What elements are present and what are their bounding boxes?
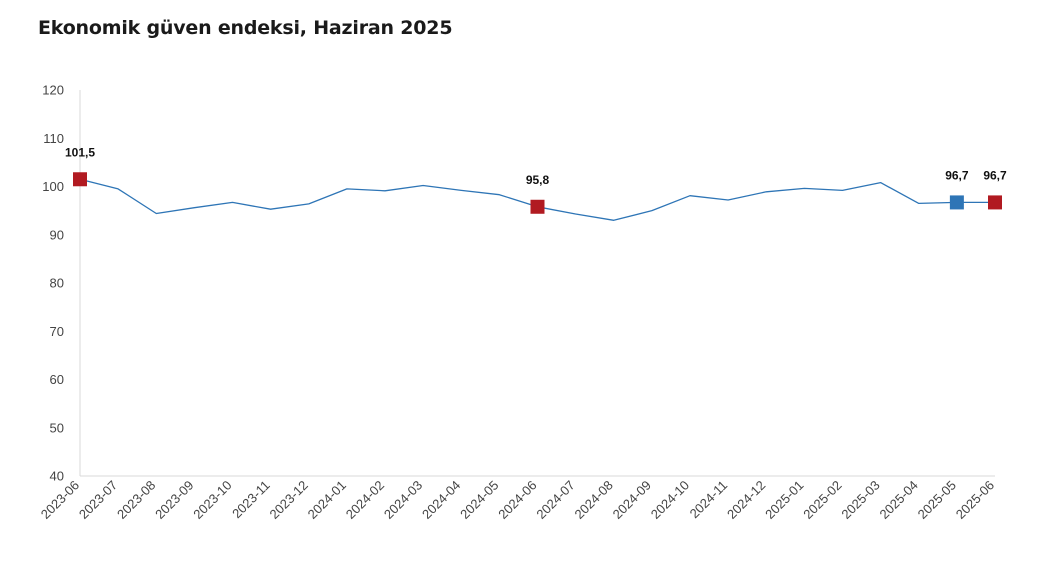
x-axis: 2023-062023-072023-082023-092023-102023-… xyxy=(38,475,997,522)
x-tick-label: 2024-05 xyxy=(457,478,501,522)
x-tick-label: 2024-03 xyxy=(381,478,425,522)
x-tick-label: 2025-01 xyxy=(762,478,806,522)
y-tick-label: 120 xyxy=(42,83,64,98)
x-tick-label: 2023-10 xyxy=(190,478,234,522)
x-tick-label: 2025-06 xyxy=(953,478,997,522)
data-point-marker xyxy=(988,195,1002,210)
data-point-marker xyxy=(530,199,545,214)
x-tick-label: 2023-11 xyxy=(229,478,273,522)
data-label: 95,8 xyxy=(526,173,550,187)
x-tick-label: 2023-07 xyxy=(76,478,120,522)
x-tick-label: 2025-02 xyxy=(800,478,844,522)
x-tick-label: 2024-07 xyxy=(533,478,577,522)
x-tick-label: 2024-08 xyxy=(572,478,616,522)
marker-layer: 101,5 95,8 96,7 96,7 xyxy=(65,145,1007,214)
chart-title: Ekonomik güven endeksi, Haziran 2025 xyxy=(38,17,453,39)
x-tick-label: 2025-05 xyxy=(915,478,959,522)
y-tick-label: 80 xyxy=(50,276,64,291)
y-tick-label: 100 xyxy=(42,179,64,194)
x-tick-label: 2025-04 xyxy=(877,478,921,522)
y-axis: 40 50 60 70 80 90 100 110 120 xyxy=(42,83,81,484)
x-tick-label: 2023-08 xyxy=(114,478,158,522)
x-tick-label: 2024-09 xyxy=(610,478,654,522)
x-tick-label: 2024-01 xyxy=(305,478,349,522)
y-tick-label: 70 xyxy=(50,324,64,339)
data-label: 96,7 xyxy=(945,168,969,182)
y-tick-label: 40 xyxy=(50,469,64,484)
x-tick-label: 2023-06 xyxy=(38,478,82,522)
x-tick-label: 2024-04 xyxy=(419,478,463,522)
data-point-marker xyxy=(949,195,964,210)
x-tick-label: 2025-03 xyxy=(838,478,882,522)
y-tick-label: 60 xyxy=(50,372,64,387)
y-tick-label: 110 xyxy=(43,131,64,146)
y-tick-label: 90 xyxy=(50,227,64,242)
data-label: 101,5 xyxy=(65,145,95,159)
x-tick-label: 2023-12 xyxy=(267,478,311,522)
data-point-marker xyxy=(73,172,87,187)
x-tick-label: 2023-09 xyxy=(152,478,196,522)
y-tick-label: 50 xyxy=(50,420,64,435)
x-tick-label: 2024-12 xyxy=(724,478,768,522)
x-tick-label: 2024-06 xyxy=(495,478,539,522)
x-tick-label: 2024-11 xyxy=(687,478,731,522)
x-tick-label: 2024-10 xyxy=(648,478,692,522)
x-tick-label: 2024-02 xyxy=(343,478,387,522)
data-label: 96,7 xyxy=(983,168,1007,182)
